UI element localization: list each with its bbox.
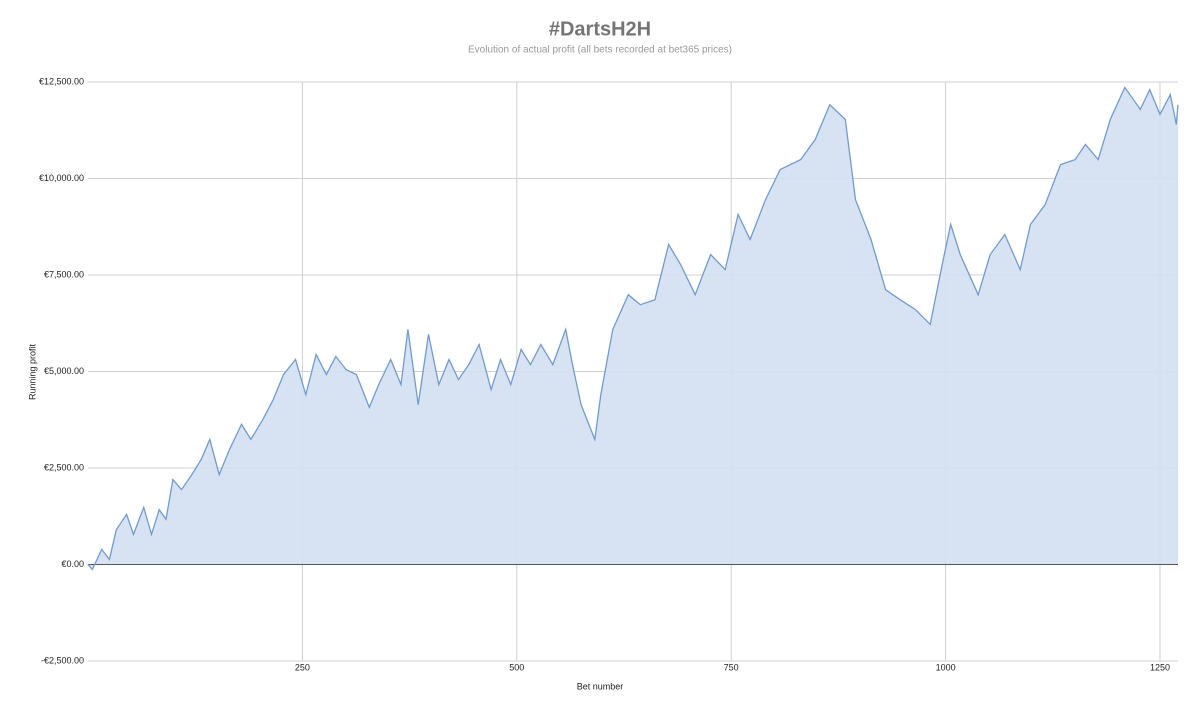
line [87, 86, 1179, 571]
x-tick-label: 750 [724, 662, 739, 672]
y-axis-title: Running profit [27, 343, 37, 400]
y-tick-label: €12,500.00 [39, 76, 84, 86]
y-tick-label: €0.00 [61, 559, 84, 569]
y-tick-label: €2,500.00 [44, 462, 84, 472]
x-tick-label: 1250 [1150, 662, 1170, 672]
y-tick-label: €5,000.00 [44, 366, 84, 376]
chart-subtitle: Evolution of actual profit (all bets rec… [468, 45, 732, 56]
y-tick-label: €7,500.00 [44, 269, 84, 279]
area [88, 87, 1178, 570]
x-axis-title: Bet number [577, 681, 624, 691]
y-tick-label: -€2,500.00 [41, 655, 84, 665]
x-tick-label: 250 [295, 662, 310, 672]
x-tick-label: 1000 [936, 662, 956, 672]
x-tick-label: 500 [509, 662, 524, 672]
chart-title: #DartsH2H [549, 18, 651, 40]
y-tick-label: €10,000.00 [39, 173, 84, 183]
